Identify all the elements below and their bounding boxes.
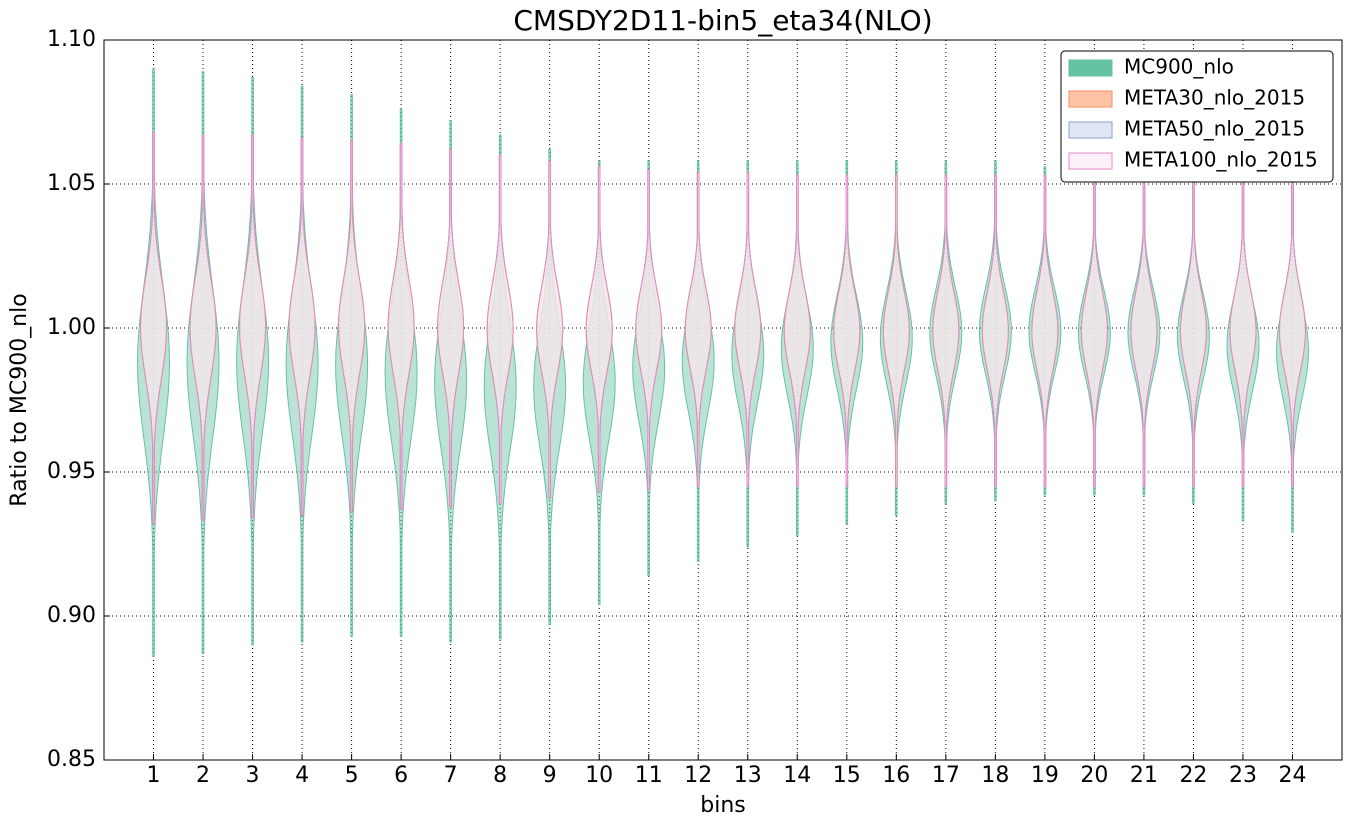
x-tick-label: 18 (981, 763, 1009, 788)
violin (239, 134, 267, 519)
x-tick-label: 15 (833, 763, 861, 788)
violin (136, 68, 171, 657)
violin (582, 160, 616, 605)
x-tick-label: 13 (734, 763, 762, 788)
violin (434, 120, 468, 643)
y-tick-label: 1.10 (47, 27, 96, 52)
x-tick-label: 8 (493, 763, 507, 788)
violin (338, 140, 366, 513)
violin (681, 160, 715, 562)
violin (734, 172, 762, 487)
legend-label: META30_nlo_2015 (1124, 86, 1305, 110)
legend: MC900_nlo META30_nlo_2015 META50_nlo_2015 M… (1060, 50, 1334, 183)
y-tick-label: 0.95 (47, 459, 96, 484)
violin (978, 160, 1012, 502)
violin (585, 166, 613, 493)
plot-area (136, 68, 1310, 657)
x-tick-label: 16 (882, 763, 910, 788)
violin (833, 174, 861, 487)
x-tick-label: 7 (444, 763, 458, 788)
y-tick-label: 1.05 (47, 171, 96, 196)
x-tick-label: 21 (1130, 763, 1158, 788)
violin (384, 108, 418, 637)
violin (1130, 174, 1158, 487)
violin (536, 160, 564, 499)
x-tick-label: 19 (1031, 763, 1059, 788)
x-tick-label: 20 (1080, 763, 1108, 788)
violin (932, 174, 960, 487)
chart-title: CMSDY2D11-bin5_eta34(NLO) (513, 4, 932, 37)
violin (830, 160, 864, 525)
violin (387, 143, 415, 510)
violin (1080, 174, 1108, 487)
x-tick-label: 4 (295, 763, 309, 788)
y-tick-label: 1.00 (47, 315, 96, 340)
violin (1278, 174, 1307, 487)
x-tick-label: 9 (543, 763, 557, 788)
x-tick-label: 14 (783, 763, 811, 788)
x-tick-label: 10 (585, 763, 613, 788)
violin (1229, 174, 1257, 487)
legend-swatch (1068, 152, 1113, 170)
violin (1031, 174, 1059, 487)
violin (879, 160, 913, 516)
violin (437, 148, 465, 508)
x-tick-label: 1 (147, 763, 161, 788)
legend-swatch (1068, 121, 1113, 139)
x-tick-label: 12 (684, 763, 712, 788)
violin (981, 174, 1009, 487)
x-axis-label: bins (700, 793, 745, 818)
y-axis-label: Ratio to MC900_nlo (7, 293, 32, 506)
x-tick-label: 24 (1278, 763, 1306, 788)
x-tick-label: 2 (196, 763, 210, 788)
violin (236, 76, 270, 646)
violin (189, 134, 217, 522)
axes-frame (103, 39, 1343, 761)
legend-label: META50_nlo_2015 (1124, 117, 1305, 141)
violin (635, 169, 663, 490)
violin (632, 160, 666, 577)
violin (1127, 169, 1161, 496)
violin (1028, 166, 1062, 496)
legend-label: MC900_nlo (1124, 55, 1234, 79)
violin (1176, 169, 1210, 505)
violin (783, 174, 811, 487)
violin (1077, 169, 1111, 496)
legend-label: META100_nlo_2015 (1124, 148, 1318, 172)
violin (684, 172, 712, 487)
grid (104, 39, 1342, 761)
violin (533, 148, 567, 626)
violin (1179, 174, 1207, 487)
x-tick-label: 5 (345, 763, 359, 788)
legend-swatch (1068, 59, 1113, 77)
violin (288, 137, 316, 516)
x-tick-label: 11 (635, 763, 663, 788)
violin (1275, 169, 1310, 533)
violin (929, 160, 963, 505)
violin (139, 131, 168, 525)
violin (731, 160, 765, 548)
legend-frame (1060, 50, 1334, 183)
x-tick-label: 6 (394, 763, 408, 788)
x-tick-label: 22 (1179, 763, 1207, 788)
legend-swatch (1068, 90, 1113, 108)
x-tick-label: 17 (932, 763, 960, 788)
y-tick-label: 0.90 (47, 603, 96, 628)
x-tick-label: 23 (1229, 763, 1257, 788)
x-tick-label: 3 (246, 763, 260, 788)
violin (483, 134, 517, 640)
violin (882, 174, 910, 487)
violin (186, 71, 220, 654)
y-tick-label: 0.85 (47, 747, 96, 772)
violin (486, 154, 514, 505)
